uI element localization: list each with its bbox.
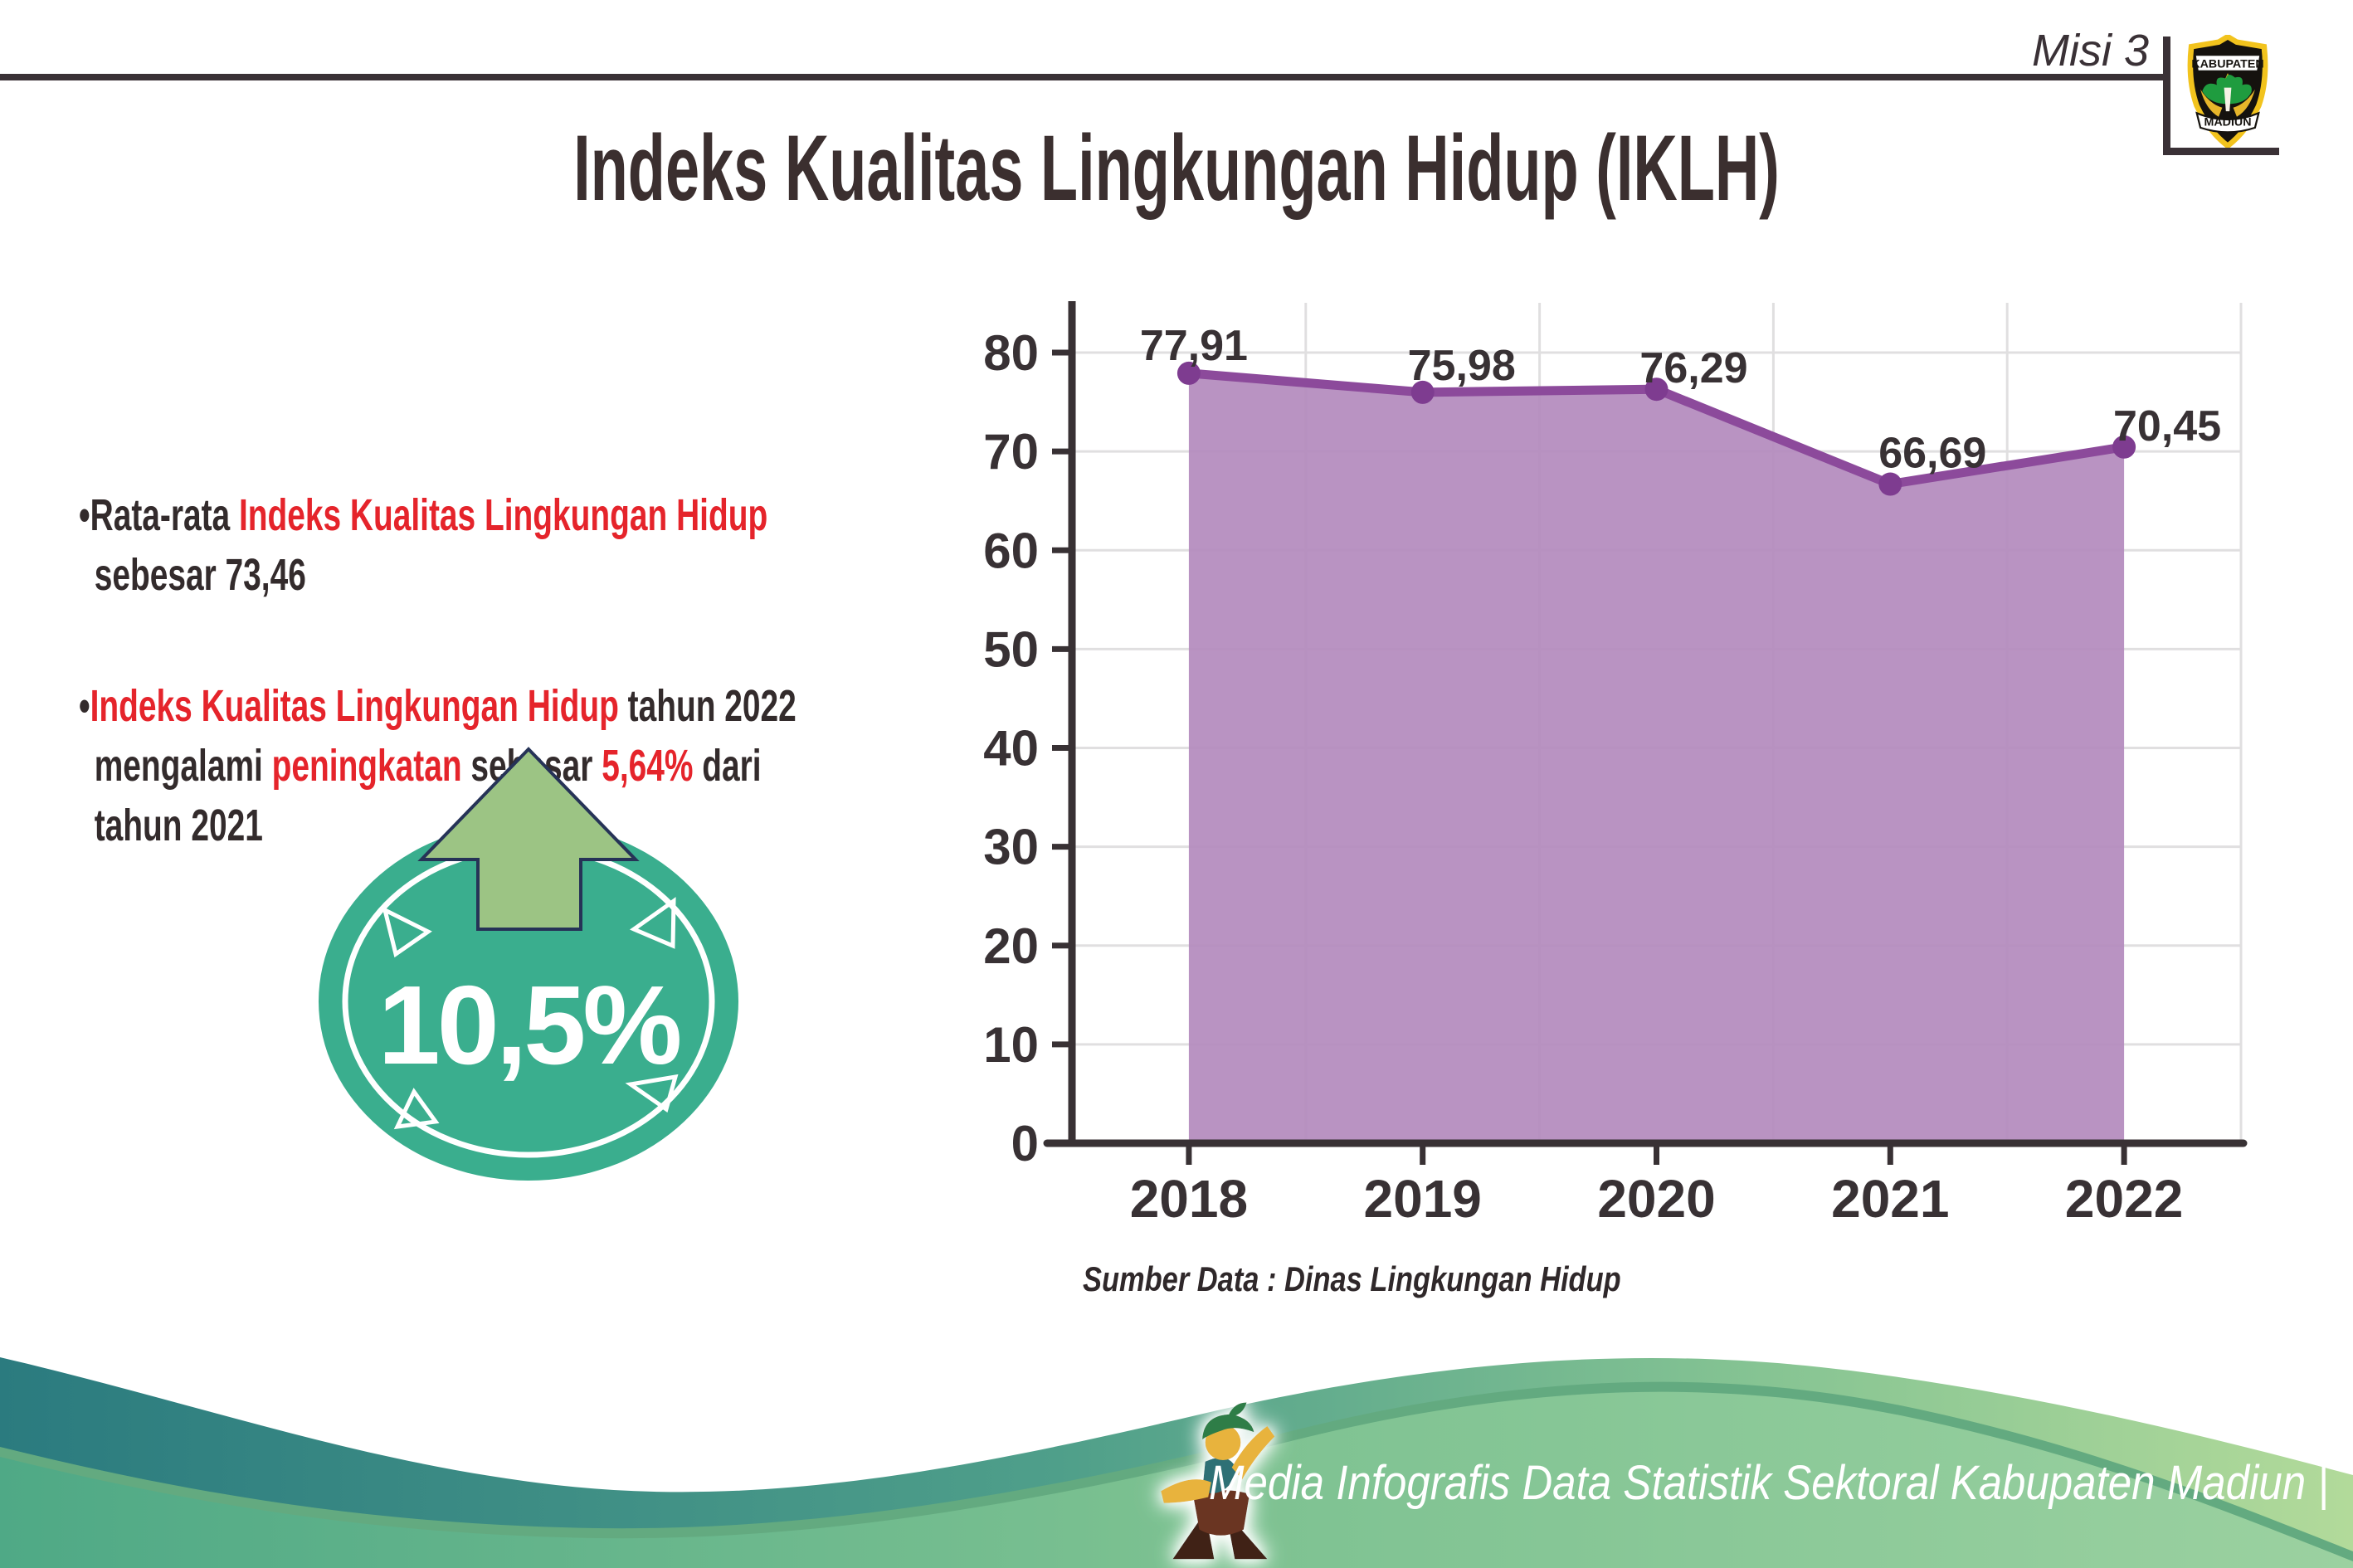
header-rule	[0, 74, 2163, 80]
logo-frame-horizontal	[2163, 148, 2279, 155]
footer-front-wave	[0, 1391, 2353, 1568]
summary-bullet-list: •Rata-rata Indeks Kualitas Lingkungan Hi…	[79, 485, 891, 927]
bullet-text: tahun 2021	[94, 801, 263, 850]
bullet-text: sebesar 73,46	[94, 550, 306, 600]
y-axis-tick-label: 70	[983, 424, 1039, 480]
x-axis-year-label: 2019	[1364, 1169, 1482, 1229]
y-axis-tick-label: 0	[1011, 1116, 1039, 1171]
y-axis-tick-label: 30	[983, 820, 1039, 875]
y-axis-tick-label: 50	[983, 621, 1039, 677]
logo-bottom-ribbon	[2195, 111, 2260, 134]
x-axis-year-label: 2021	[1831, 1169, 1949, 1229]
bullet-line: •Rata-rata Indeks Kualitas Lingkungan Hi…	[79, 485, 891, 545]
y-axis-tick-label: 80	[983, 325, 1039, 381]
bullet-text-highlight: peningkatan	[271, 741, 462, 791]
bullet-item: •Rata-rata Indeks Kualitas Lingkungan Hi…	[79, 485, 891, 605]
logo-top-text: KABUPATEN	[2191, 57, 2263, 71]
bullet-line: tahun 2021	[79, 796, 891, 855]
chart-area-series	[1176, 361, 2136, 1144]
data-point-value-label: 70,45	[2113, 402, 2221, 450]
bullet-marker: •	[79, 681, 90, 731]
bullet-line: •Indeks Kualitas Lingkungan Hidup tahun …	[79, 676, 891, 736]
chart-source-note: Sumber Data : Dinas Lingkungan Hidup	[1083, 1259, 1621, 1298]
increase-arrow-icon	[417, 747, 640, 931]
bullet-text-highlight: Indeks Kualitas Lingkungan Hidup	[90, 681, 619, 731]
triangle-accent-icon	[382, 906, 432, 958]
data-point-value-label: 76,29	[1639, 344, 1747, 392]
y-axis-tick-label: 40	[983, 721, 1039, 777]
chart-axis-labels: 0 10 20 30 40 50 60 70 80 2018 2019 2020 2021 2022	[983, 325, 2183, 1229]
y-axis-tick-label: 10	[983, 1017, 1039, 1073]
footer-credit-text: Media Infografis Data Statistik Sektoral…	[1209, 1456, 2329, 1510]
logo-left-wing-icon	[2200, 89, 2223, 117]
bullet-text: dari	[693, 741, 762, 791]
bullet-line: mengalami peningkatan sebesar 5,64% dari	[79, 736, 891, 796]
badge-circle	[319, 822, 738, 1181]
bullet-text: mengalami	[94, 741, 272, 791]
data-point-value-label: 75,98	[1408, 342, 1516, 390]
kabupaten-madiun-logo-icon: KABUPATEN MADIUN	[2187, 35, 2268, 148]
logo-right-wing-icon	[2233, 89, 2255, 117]
bullet-text-highlight: 5,64%	[602, 741, 694, 791]
x-axis-year-label: 2018	[1130, 1169, 1248, 1229]
mascot-icon	[1161, 1402, 1275, 1560]
bullet-line: sebesar 73,46	[79, 545, 891, 605]
logo-frame-vertical	[2163, 37, 2170, 155]
logo-monument-icon	[2224, 87, 2232, 112]
chart-axes	[1043, 301, 2248, 1165]
bullet-text-highlight: Indeks Kualitas Lingkungan Hidup	[238, 490, 768, 540]
triangle-accent-icon	[629, 897, 676, 949]
y-axis-tick-label: 20	[983, 918, 1039, 974]
y-axis-tick-label: 60	[983, 523, 1039, 578]
triangle-accent-icon	[625, 1074, 679, 1113]
chart-value-labels: 77,91 75,98 76,29 66,69 70,45	[1140, 322, 2221, 478]
bullet-marker: •	[79, 490, 90, 540]
data-point-value-label: 66,69	[1878, 430, 1986, 478]
badge-percentage-value: 10,5%	[378, 962, 680, 1088]
bullet-text: Rata-rata	[90, 490, 239, 540]
bullet-text: tahun 2022	[618, 681, 797, 731]
triangle-accent-icon	[393, 1088, 440, 1130]
x-axis-year-label: 2020	[1597, 1169, 1715, 1229]
data-point-value-label: 77,91	[1140, 322, 1248, 370]
page-title: Indeks Kualitas Lingkungan Hidup (IKLH)	[573, 116, 1780, 220]
logo-top-banner	[2194, 54, 2262, 72]
x-axis-year-label: 2022	[2065, 1169, 2183, 1229]
misi-label: Misi 3	[2031, 26, 2149, 75]
bullet-item: •Indeks Kualitas Lingkungan Hidup tahun …	[79, 676, 891, 855]
logo-bottom-text: MADIUN	[2204, 116, 2252, 129]
